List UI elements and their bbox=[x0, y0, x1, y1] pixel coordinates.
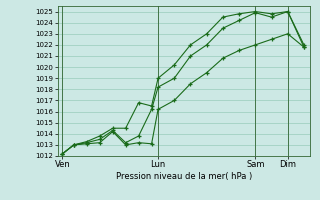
X-axis label: Pression niveau de la mer( hPa ): Pression niveau de la mer( hPa ) bbox=[116, 172, 252, 181]
